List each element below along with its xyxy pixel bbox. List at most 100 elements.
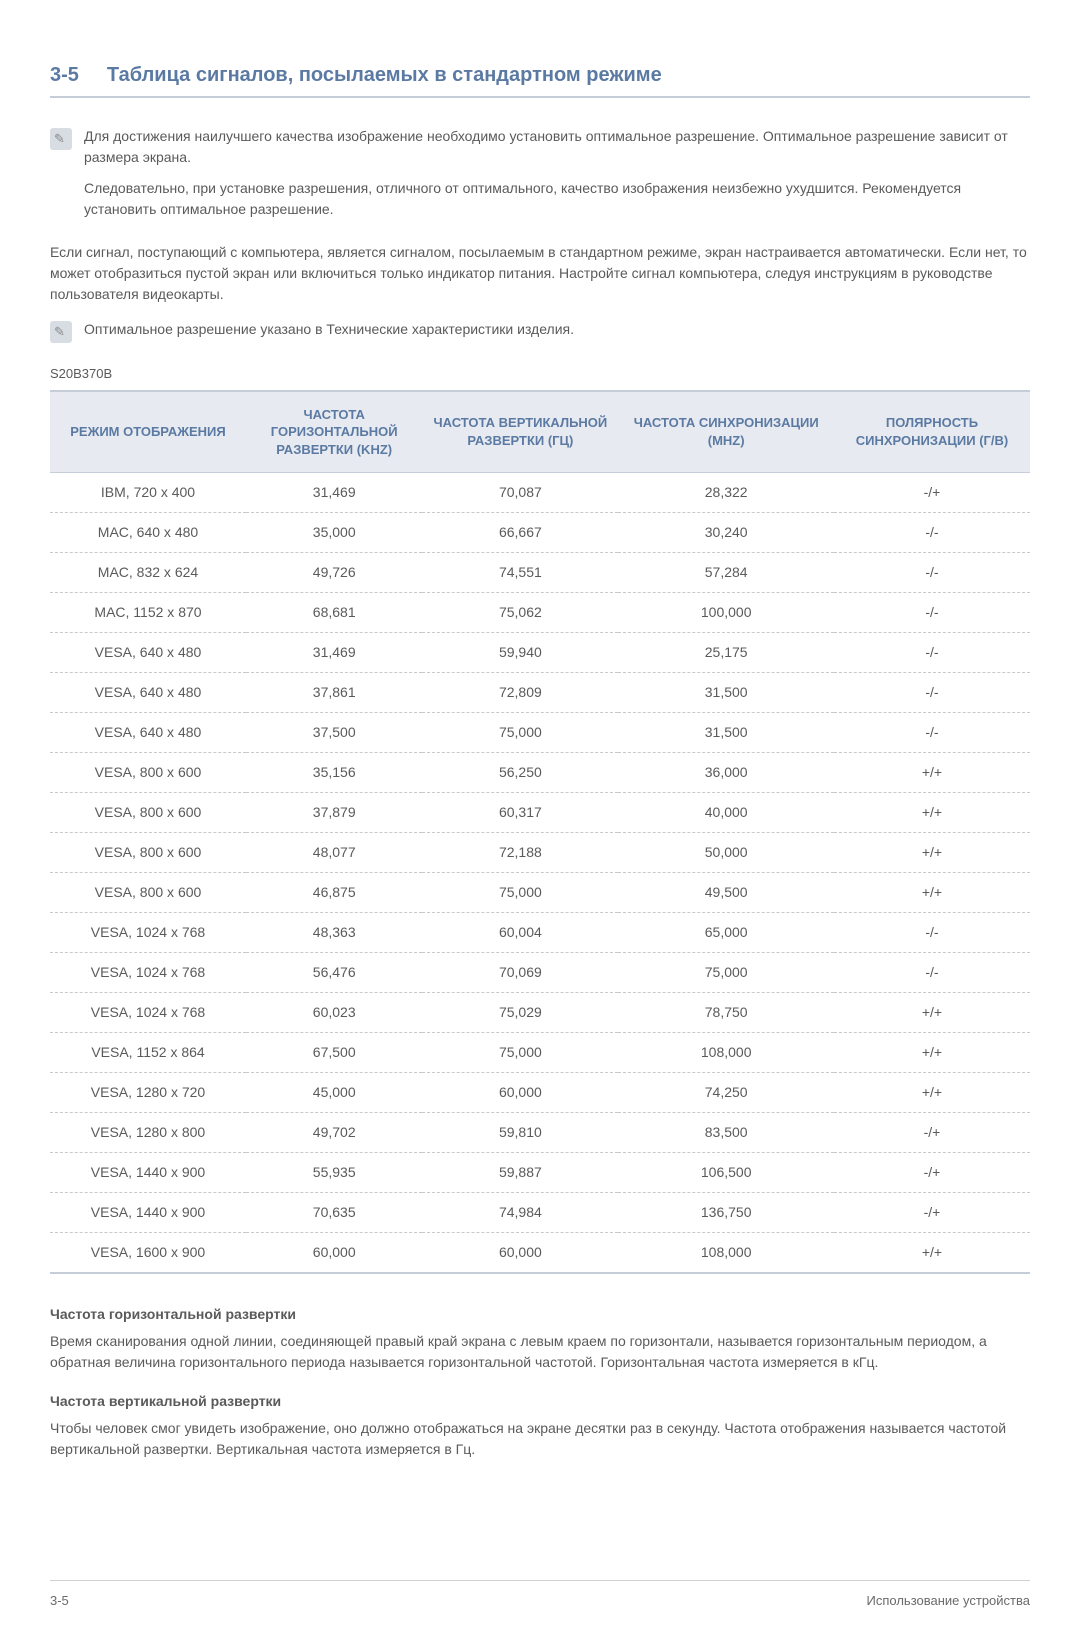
table-cell: 75,062 (422, 593, 618, 633)
table-cell: VESA, 1024 x 768 (50, 913, 246, 953)
table-cell: 75,000 (618, 953, 834, 993)
table-cell: 106,500 (618, 1153, 834, 1193)
table-cell: VESA, 800 x 600 (50, 753, 246, 793)
col-hfreq: ЧАСТОТА ГОРИЗОНТАЛЬНОЙ РАЗВЕРТКИ (KHZ) (246, 391, 422, 473)
table-row: VESA, 1280 x 80049,70259,81083,500-/+ (50, 1113, 1030, 1153)
table-cell: 49,702 (246, 1113, 422, 1153)
table-cell: 60,004 (422, 913, 618, 953)
table-cell: +/+ (834, 793, 1030, 833)
table-cell: 36,000 (618, 753, 834, 793)
table-cell: 40,000 (618, 793, 834, 833)
table-row: VESA, 1024 x 76856,47670,06975,000-/- (50, 953, 1030, 993)
table-row: VESA, 1024 x 76848,36360,00465,000-/- (50, 913, 1030, 953)
def-heading-1: Частота горизонтальной развертки (50, 1304, 1030, 1325)
footer-left: 3-5 (50, 1591, 69, 1611)
table-cell: 56,250 (422, 753, 618, 793)
table-cell: 70,087 (422, 473, 618, 513)
table-cell: 45,000 (246, 1073, 422, 1113)
table-row: MAC, 832 x 62449,72674,55157,284-/- (50, 553, 1030, 593)
table-row: VESA, 1152 x 86467,50075,000108,000+/+ (50, 1033, 1030, 1073)
footer-right: Использование устройства (867, 1591, 1030, 1611)
page-footer: 3-5 Использование устройства (50, 1580, 1030, 1611)
table-cell: 37,500 (246, 713, 422, 753)
section-title: Таблица сигналов, посылаемых в стандартн… (107, 60, 662, 90)
table-cell: -/+ (834, 1153, 1030, 1193)
table-cell: 74,250 (618, 1073, 834, 1113)
table-cell: 55,935 (246, 1153, 422, 1193)
section-number: 3-5 (50, 60, 79, 90)
pencil-icon (50, 128, 72, 150)
table-cell: -/+ (834, 1113, 1030, 1153)
table-cell: -/+ (834, 1193, 1030, 1233)
table-cell: 68,681 (246, 593, 422, 633)
table-cell: VESA, 1440 x 900 (50, 1193, 246, 1233)
table-cell: 100,000 (618, 593, 834, 633)
table-cell: -/+ (834, 473, 1030, 513)
table-cell: 37,861 (246, 673, 422, 713)
table-row: VESA, 1600 x 90060,00060,000108,000+/+ (50, 1233, 1030, 1274)
table-cell: IBM, 720 x 400 (50, 473, 246, 513)
table-cell: VESA, 1280 x 720 (50, 1073, 246, 1113)
table-cell: VESA, 800 x 600 (50, 873, 246, 913)
table-header: РЕЖИМ ОТОБРАЖЕНИЯ ЧАСТОТА ГОРИЗОНТАЛЬНОЙ… (50, 391, 1030, 473)
table-cell: 108,000 (618, 1033, 834, 1073)
table-cell: -/- (834, 553, 1030, 593)
note2-text: Оптимальное разрешение указано в Техниче… (84, 319, 574, 340)
table-cell: 75,000 (422, 873, 618, 913)
table-cell: VESA, 640 x 480 (50, 633, 246, 673)
table-cell: 65,000 (618, 913, 834, 953)
table-cell: 48,077 (246, 833, 422, 873)
table-cell: 31,500 (618, 713, 834, 753)
note1-p2: Следовательно, при установке разрешения,… (84, 178, 1030, 220)
body-paragraph: Если сигнал, поступающий с компьютера, я… (50, 242, 1030, 305)
table-cell: 60,000 (422, 1073, 618, 1113)
col-polarity: ПОЛЯРНОСТЬ СИНХРОНИЗАЦИИ (Г/В) (834, 391, 1030, 473)
table-cell: 75,000 (422, 713, 618, 753)
table-cell: 59,940 (422, 633, 618, 673)
table-row: VESA, 1440 x 90055,93559,887106,500-/+ (50, 1153, 1030, 1193)
table-cell: 70,069 (422, 953, 618, 993)
table-cell: 136,750 (618, 1193, 834, 1233)
table-cell: 49,500 (618, 873, 834, 913)
note-block-2: Оптимальное разрешение указано в Техниче… (50, 319, 1030, 350)
def-text-1: Время сканирования одной линии, соединяю… (50, 1331, 1030, 1373)
table-cell: VESA, 800 x 600 (50, 793, 246, 833)
table-row: VESA, 1440 x 90070,63574,984136,750-/+ (50, 1193, 1030, 1233)
table-cell: VESA, 1280 x 800 (50, 1113, 246, 1153)
table-cell: +/+ (834, 753, 1030, 793)
table-row: VESA, 640 x 48031,46959,94025,175-/- (50, 633, 1030, 673)
table-cell: 30,240 (618, 513, 834, 553)
table-cell: 31,500 (618, 673, 834, 713)
table-cell: -/- (834, 913, 1030, 953)
table-cell: 72,188 (422, 833, 618, 873)
table-cell: 25,175 (618, 633, 834, 673)
col-mode: РЕЖИМ ОТОБРАЖЕНИЯ (50, 391, 246, 473)
table-cell: 70,635 (246, 1193, 422, 1233)
table-cell: 59,887 (422, 1153, 618, 1193)
table-cell: VESA, 640 x 480 (50, 713, 246, 753)
table-cell: 66,667 (422, 513, 618, 553)
table-cell: MAC, 832 x 624 (50, 553, 246, 593)
note1-p1: Для достижения наилучшего качества изобр… (84, 126, 1030, 168)
table-cell: 50,000 (618, 833, 834, 873)
note-block-1: Для достижения наилучшего качества изобр… (50, 126, 1030, 230)
table-cell: VESA, 1600 x 900 (50, 1233, 246, 1274)
table-cell: 46,875 (246, 873, 422, 913)
table-cell: +/+ (834, 833, 1030, 873)
table-cell: 31,469 (246, 633, 422, 673)
table-row: VESA, 1024 x 76860,02375,02978,750+/+ (50, 993, 1030, 1033)
col-sync: ЧАСТОТА СИНХРОНИЗАЦИИ (MHZ) (618, 391, 834, 473)
table-cell: 74,551 (422, 553, 618, 593)
table-cell: 60,023 (246, 993, 422, 1033)
table-cell: 37,879 (246, 793, 422, 833)
table-cell: +/+ (834, 993, 1030, 1033)
section-header: 3-5 Таблица сигналов, посылаемых в станд… (50, 60, 1030, 98)
table-row: IBM, 720 x 40031,46970,08728,322-/+ (50, 473, 1030, 513)
table-cell: 48,363 (246, 913, 422, 953)
table-row: MAC, 1152 x 87068,68175,062100,000-/- (50, 593, 1030, 633)
table-cell: 59,810 (422, 1113, 618, 1153)
table-cell: 49,726 (246, 553, 422, 593)
table-body: IBM, 720 x 40031,46970,08728,322-/+MAC, … (50, 473, 1030, 1274)
table-cell: VESA, 640 x 480 (50, 673, 246, 713)
table-row: MAC, 640 x 48035,00066,66730,240-/- (50, 513, 1030, 553)
